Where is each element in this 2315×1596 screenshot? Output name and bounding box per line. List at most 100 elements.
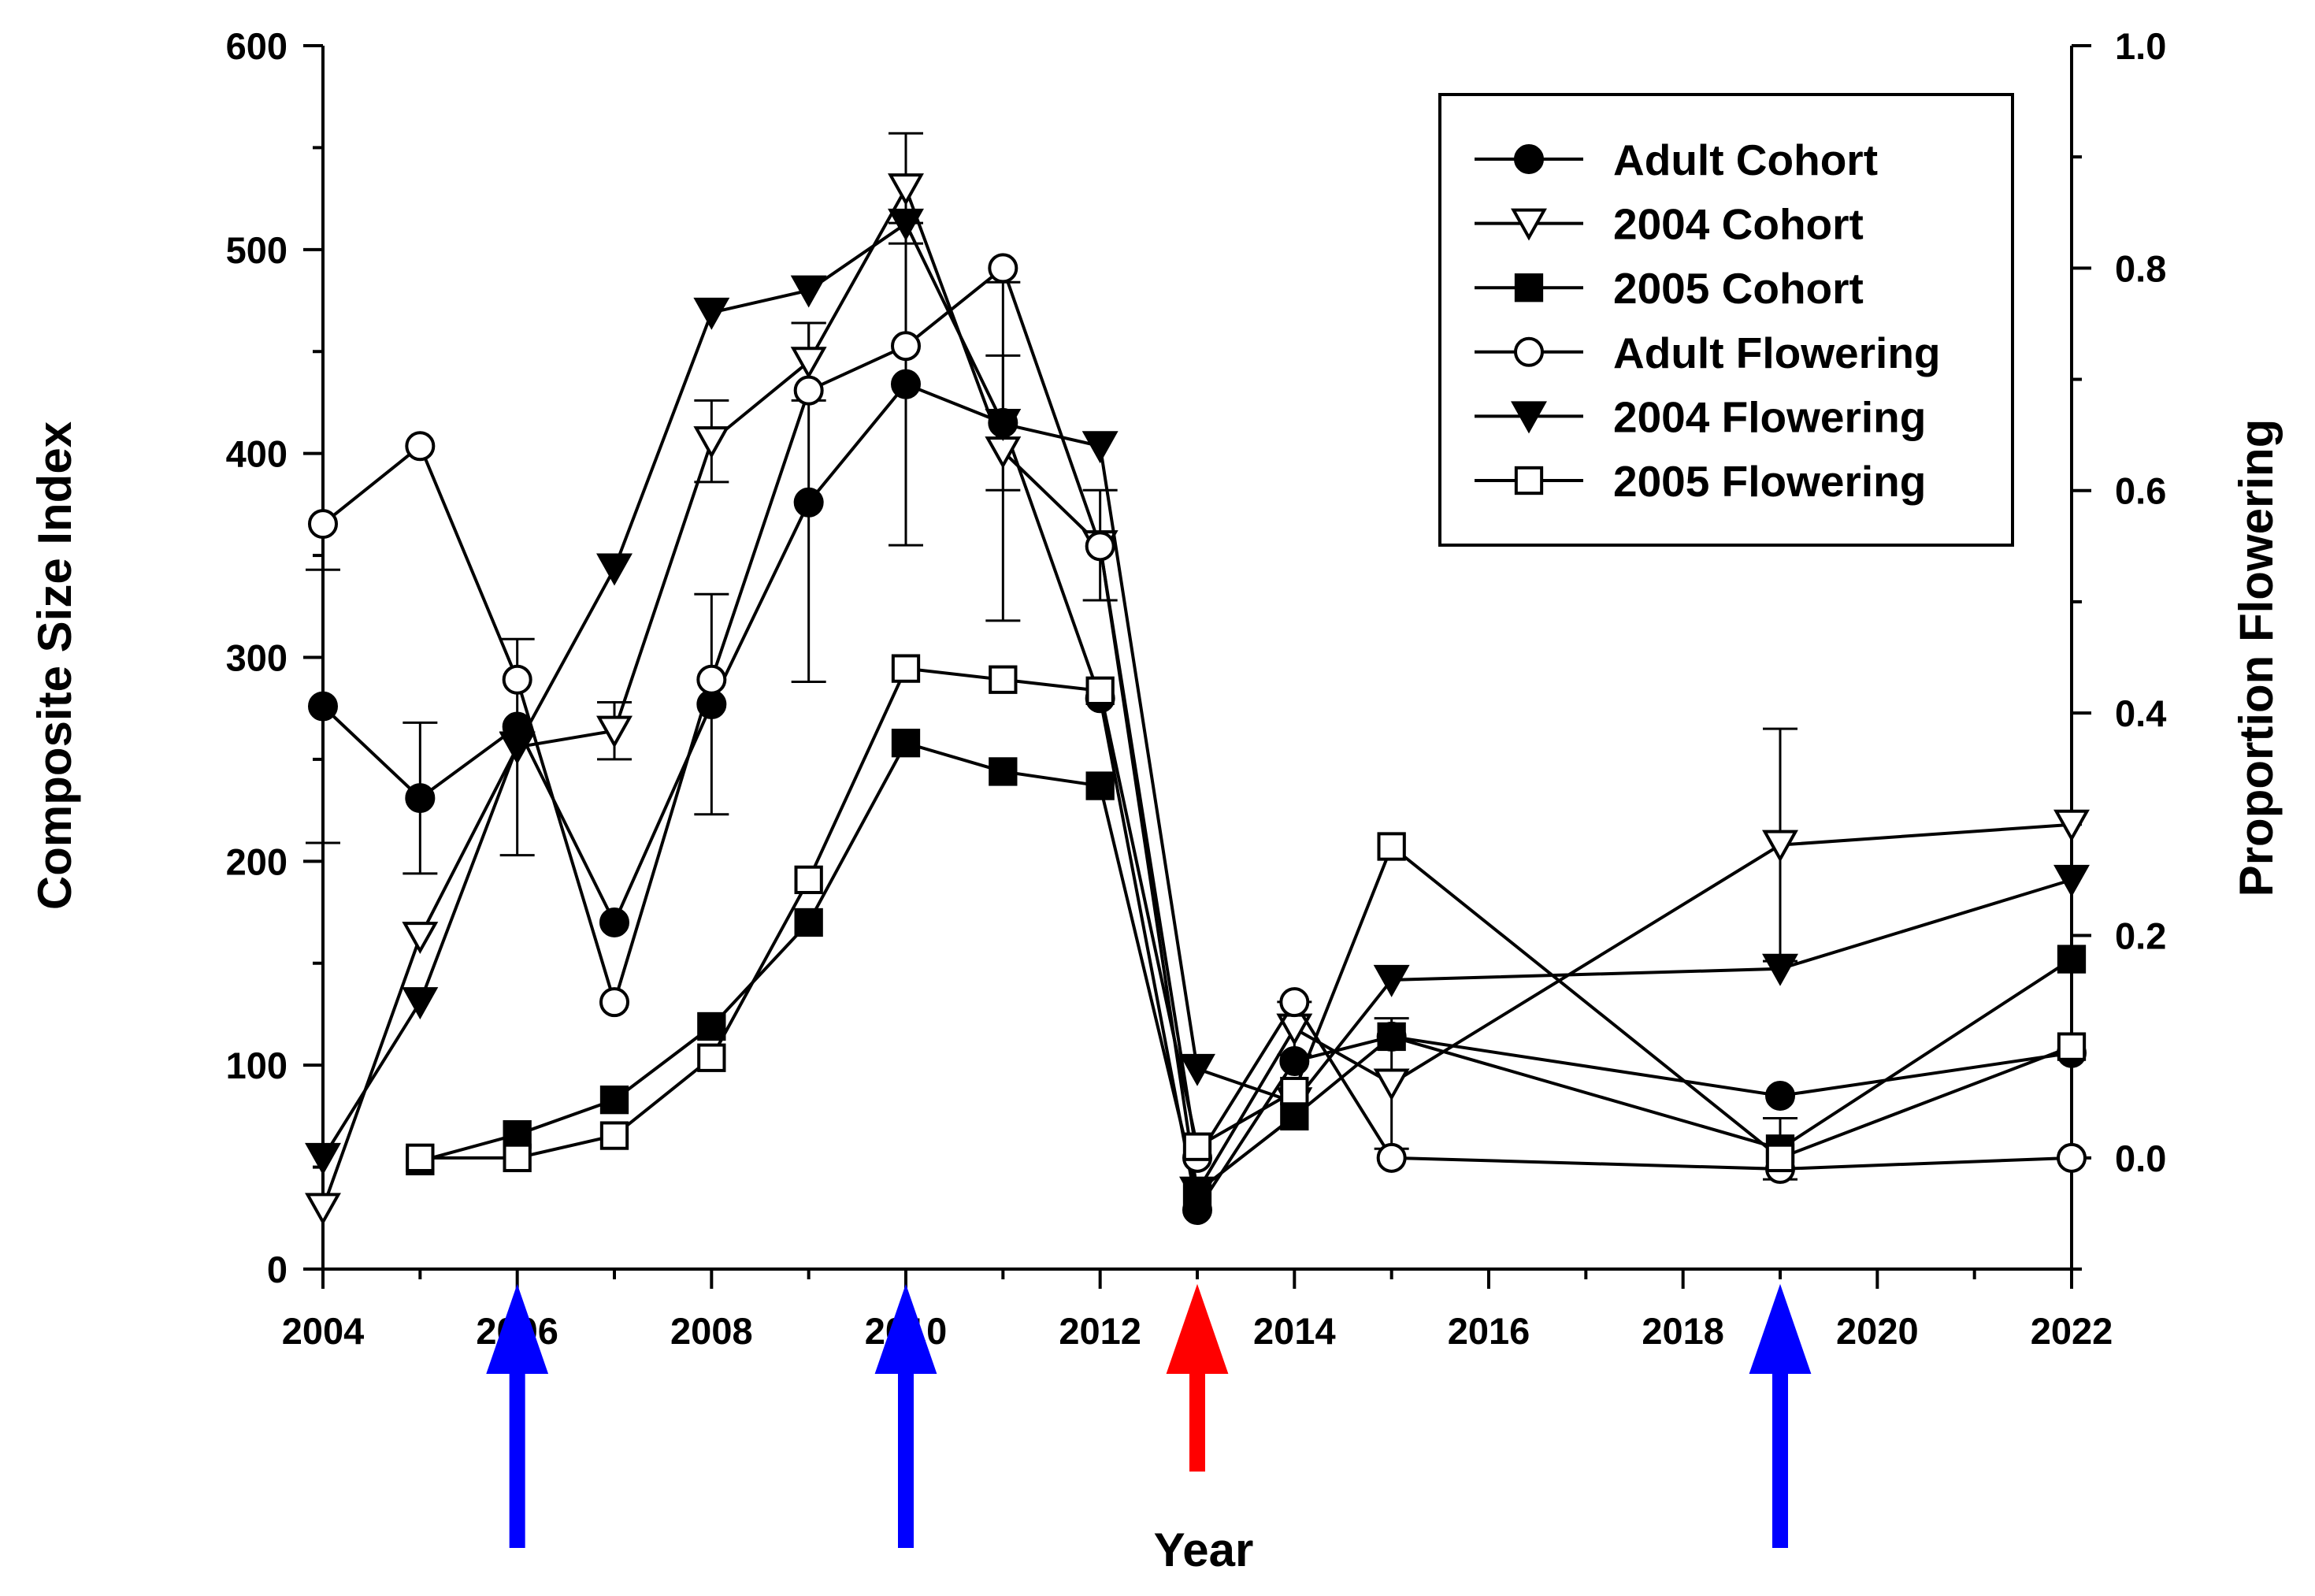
data-point — [599, 907, 629, 937]
data-point — [696, 664, 727, 695]
data-point — [499, 731, 536, 764]
data-point — [308, 691, 338, 722]
data-point — [596, 715, 633, 748]
legend-item: 2004 Flowering — [1475, 392, 1926, 441]
data-point — [1182, 1177, 1212, 1206]
legend-item: Adult Flowering — [1475, 328, 1941, 377]
data-point — [1765, 1080, 1795, 1111]
data-point — [888, 208, 924, 241]
data-point — [2057, 945, 2087, 974]
data-point — [1377, 832, 1406, 861]
data-point — [305, 1193, 341, 1226]
legend-item: 2004 Cohort — [1475, 200, 1864, 249]
data-point — [405, 431, 436, 462]
data-point — [599, 1086, 629, 1115]
legend-marker — [1514, 273, 1544, 302]
x-tick-label: 2022 — [2031, 1310, 2113, 1352]
data-point — [988, 253, 1018, 284]
legend-label: 2004 Cohort — [1613, 200, 1864, 249]
y2-tick-label: 0.2 — [2115, 915, 2166, 956]
y-tick-label: 400 — [226, 433, 288, 475]
data-point — [308, 509, 338, 540]
data-point — [503, 1120, 532, 1149]
annotation-arrow — [1749, 1283, 1812, 1548]
y2-tick-label: 0.8 — [2115, 247, 2166, 289]
y2-axis-title: Proportion Flowering — [2230, 419, 2283, 897]
x-tick-label: 2020 — [1836, 1310, 1919, 1352]
arrow-head — [1749, 1283, 1812, 1374]
data-point — [1085, 676, 1115, 706]
data-point — [305, 1142, 341, 1175]
data-point — [891, 331, 921, 362]
legend-marker — [1514, 336, 1544, 367]
data-point — [790, 275, 827, 308]
data-point — [405, 783, 436, 814]
data-point — [402, 987, 439, 1020]
data-point — [891, 369, 921, 399]
y-tick-label: 0 — [267, 1249, 288, 1290]
data-point — [794, 865, 823, 895]
data-point — [1179, 1053, 1215, 1086]
data-point — [2053, 809, 2090, 842]
data-point — [599, 1121, 629, 1150]
legend-item: 2005 Cohort — [1475, 264, 1864, 313]
data-point — [2053, 864, 2090, 897]
data-point — [693, 426, 730, 459]
data-point — [402, 922, 439, 955]
data-point — [989, 665, 1018, 694]
y-axis-title: Composite Size Index — [28, 421, 81, 910]
legend-marker — [1514, 466, 1544, 496]
data-point — [888, 173, 924, 206]
data-point — [1762, 953, 1798, 986]
y2-tick-label: 0.4 — [2115, 692, 2166, 734]
data-point — [793, 375, 824, 406]
data-point — [599, 987, 629, 1018]
legend-marker — [1511, 401, 1547, 434]
data-point — [985, 409, 1022, 441]
data-point — [1081, 431, 1119, 464]
series-2005-flowering — [406, 654, 2087, 1172]
arrow-head — [1166, 1283, 1229, 1374]
data-point — [794, 907, 823, 937]
x-tick-label: 2008 — [670, 1310, 753, 1352]
x-tick-label: 2014 — [1253, 1310, 1336, 1352]
y-tick-label: 500 — [226, 229, 288, 271]
annotation-arrow — [1166, 1283, 1229, 1472]
data-point — [1762, 830, 1798, 863]
legend-label: Adult Cohort — [1613, 135, 1878, 184]
legend: Adult Cohort 2004 Cohort 2005 Cohort Adult … — [1438, 93, 2014, 547]
legend-marker — [1514, 144, 1544, 174]
series-layer — [305, 132, 2090, 1226]
legend-label: 2005 Cohort — [1613, 264, 1864, 313]
data-point — [1085, 771, 1115, 800]
y2-tick-label: 0.6 — [2115, 470, 2166, 512]
x-tick-label: 2016 — [1448, 1310, 1530, 1352]
x-tick-label: 2004 — [282, 1310, 365, 1352]
data-point — [502, 664, 532, 695]
data-point — [790, 347, 827, 380]
data-point — [1280, 1076, 1309, 1106]
x-tick-label: 2018 — [1642, 1310, 1724, 1352]
annotation-arrow — [486, 1283, 549, 1548]
data-point — [2057, 1142, 2087, 1173]
data-point — [1765, 1143, 1795, 1172]
y-tick-label: 600 — [226, 25, 288, 67]
data-point — [2057, 1032, 2087, 1061]
legend-item: Adult Cohort — [1475, 135, 1878, 184]
annotations — [486, 1283, 1812, 1548]
legend-item: 2005 Flowering — [1475, 457, 1926, 506]
arrow-head — [486, 1283, 549, 1374]
y-tick-label: 200 — [226, 841, 288, 882]
data-point — [697, 1011, 726, 1041]
y-tick-label: 300 — [226, 637, 288, 679]
data-point — [891, 654, 921, 683]
y-tick-label: 100 — [226, 1045, 288, 1086]
legend-label: 2005 Flowering — [1613, 457, 1926, 506]
legend-label: Adult Flowering — [1613, 328, 1941, 377]
data-point — [1373, 1068, 1410, 1101]
arrow-head — [874, 1283, 937, 1374]
data-point — [697, 1043, 726, 1072]
data-point — [1085, 531, 1115, 562]
data-point — [1376, 1142, 1407, 1173]
